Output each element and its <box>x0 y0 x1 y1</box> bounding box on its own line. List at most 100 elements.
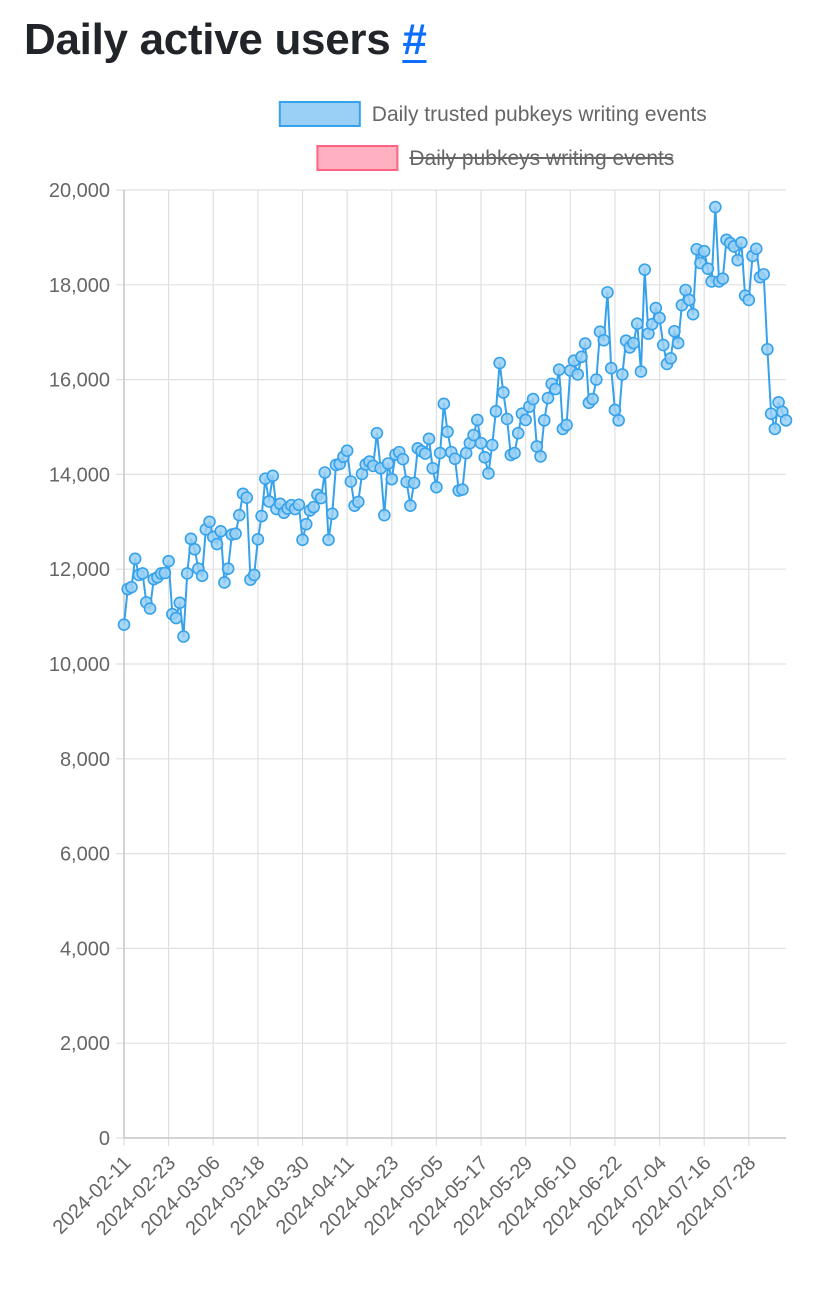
data-point[interactable] <box>441 425 454 439</box>
data-point[interactable] <box>344 475 358 488</box>
data-point[interactable] <box>184 532 198 546</box>
data-point[interactable] <box>437 397 451 411</box>
data-point[interactable] <box>351 495 365 509</box>
data-point[interactable] <box>701 262 715 275</box>
data-point[interactable] <box>768 422 782 436</box>
data-point[interactable] <box>229 527 242 540</box>
data-point[interactable] <box>418 447 432 460</box>
data-point[interactable] <box>560 418 573 432</box>
data-point[interactable] <box>195 569 209 583</box>
data-point[interactable] <box>478 451 492 464</box>
data-point[interactable] <box>489 405 503 418</box>
data-point[interactable] <box>601 286 614 299</box>
data-point[interactable] <box>474 436 488 450</box>
data-point[interactable] <box>325 507 339 521</box>
data-point[interactable] <box>433 446 447 460</box>
data-point[interactable] <box>210 537 224 551</box>
data-point[interactable] <box>731 253 744 267</box>
data-point[interactable] <box>764 407 778 421</box>
data-point[interactable] <box>426 461 439 475</box>
data-point[interactable] <box>430 480 443 494</box>
data-point[interactable] <box>214 524 227 538</box>
data-point[interactable] <box>340 444 354 458</box>
data-point[interactable] <box>508 446 521 460</box>
data-point[interactable] <box>511 426 525 440</box>
anchor-link[interactable]: # <box>402 15 427 64</box>
data-point[interactable] <box>604 361 618 375</box>
data-point[interactable] <box>251 533 265 546</box>
data-point[interactable] <box>314 491 328 505</box>
data-point[interactable] <box>203 515 216 529</box>
data-point[interactable] <box>370 426 384 440</box>
data-point[interactable] <box>266 469 280 483</box>
data-point[interactable] <box>779 414 793 427</box>
data-point[interactable] <box>664 351 678 365</box>
legend-item[interactable]: Daily trusted pubkeys writing events <box>278 101 707 127</box>
data-point[interactable] <box>597 333 611 347</box>
data-point[interactable] <box>586 392 599 406</box>
data-point[interactable] <box>638 263 651 276</box>
data-point[interactable] <box>136 567 149 580</box>
data-point[interactable] <box>627 336 640 350</box>
data-point[interactable] <box>180 567 194 580</box>
data-point[interactable] <box>307 500 320 514</box>
data-point[interactable] <box>467 428 480 442</box>
data-point[interactable] <box>709 200 722 214</box>
data-point[interactable] <box>686 307 700 321</box>
data-point[interactable] <box>537 414 551 427</box>
data-point[interactable] <box>128 552 142 566</box>
data-point[interactable] <box>158 566 172 580</box>
data-point[interactable] <box>381 457 395 470</box>
data-point[interactable] <box>221 562 235 576</box>
data-point[interactable] <box>247 568 261 582</box>
data-point[interactable] <box>471 413 484 427</box>
data-point[interactable] <box>240 491 254 504</box>
data-point[interactable] <box>143 602 157 615</box>
legend-swatch[interactable] <box>278 101 361 127</box>
data-point[interactable] <box>322 533 335 547</box>
data-point[interactable] <box>396 452 410 466</box>
data-point[interactable] <box>761 342 774 356</box>
data-point[interactable] <box>162 554 175 568</box>
data-point[interactable] <box>497 386 510 399</box>
data-point[interactable] <box>493 356 506 370</box>
data-point[interactable] <box>616 368 629 381</box>
data-point[interactable] <box>534 450 547 463</box>
data-point[interactable] <box>456 483 469 496</box>
data-point[interactable] <box>296 533 309 547</box>
data-point[interactable] <box>682 293 696 307</box>
data-point[interactable] <box>608 403 622 417</box>
data-point[interactable] <box>656 338 670 352</box>
chart-legend[interactable]: Daily trusted pubkeys writing events Dail… <box>278 101 707 171</box>
data-point[interactable] <box>653 311 666 325</box>
data-point[interactable] <box>218 576 231 589</box>
data-point[interactable] <box>552 363 566 376</box>
data-point[interactable] <box>541 391 555 405</box>
data-point[interactable] <box>749 242 763 256</box>
data-point[interactable] <box>482 467 495 480</box>
data-point[interactable] <box>173 596 187 610</box>
data-point[interactable] <box>500 412 514 426</box>
data-point[interactable] <box>735 236 748 249</box>
data-point[interactable] <box>526 392 540 406</box>
legend-swatch[interactable] <box>316 145 399 171</box>
data-point[interactable] <box>549 382 562 396</box>
data-point[interactable] <box>612 414 625 427</box>
data-point[interactable] <box>404 499 417 512</box>
legend-label[interactable]: Daily trusted pubkeys writing events <box>372 103 707 126</box>
data-point[interactable] <box>757 268 770 281</box>
data-point[interactable] <box>571 368 585 381</box>
data-point[interactable] <box>742 293 756 307</box>
data-point[interactable] <box>378 508 391 522</box>
data-point[interactable] <box>177 630 190 643</box>
data-point[interactable] <box>716 272 730 285</box>
data-point[interactable] <box>232 508 246 522</box>
data-point[interactable] <box>117 618 131 631</box>
data-point[interactable] <box>299 517 313 531</box>
data-point[interactable] <box>697 244 711 258</box>
data-point[interactable] <box>578 337 592 350</box>
data-point[interactable] <box>630 317 644 330</box>
data-point[interactable] <box>407 476 421 490</box>
data-point[interactable] <box>188 542 201 556</box>
data-point[interactable] <box>668 324 681 338</box>
